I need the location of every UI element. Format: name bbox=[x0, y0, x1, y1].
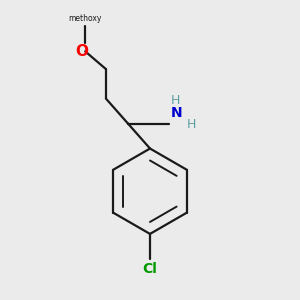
Text: Cl: Cl bbox=[142, 262, 158, 277]
Text: methoxy: methoxy bbox=[68, 14, 102, 23]
Text: H: H bbox=[171, 94, 181, 107]
Text: O: O bbox=[75, 44, 88, 59]
Text: N: N bbox=[171, 106, 183, 120]
Text: H: H bbox=[187, 118, 196, 131]
